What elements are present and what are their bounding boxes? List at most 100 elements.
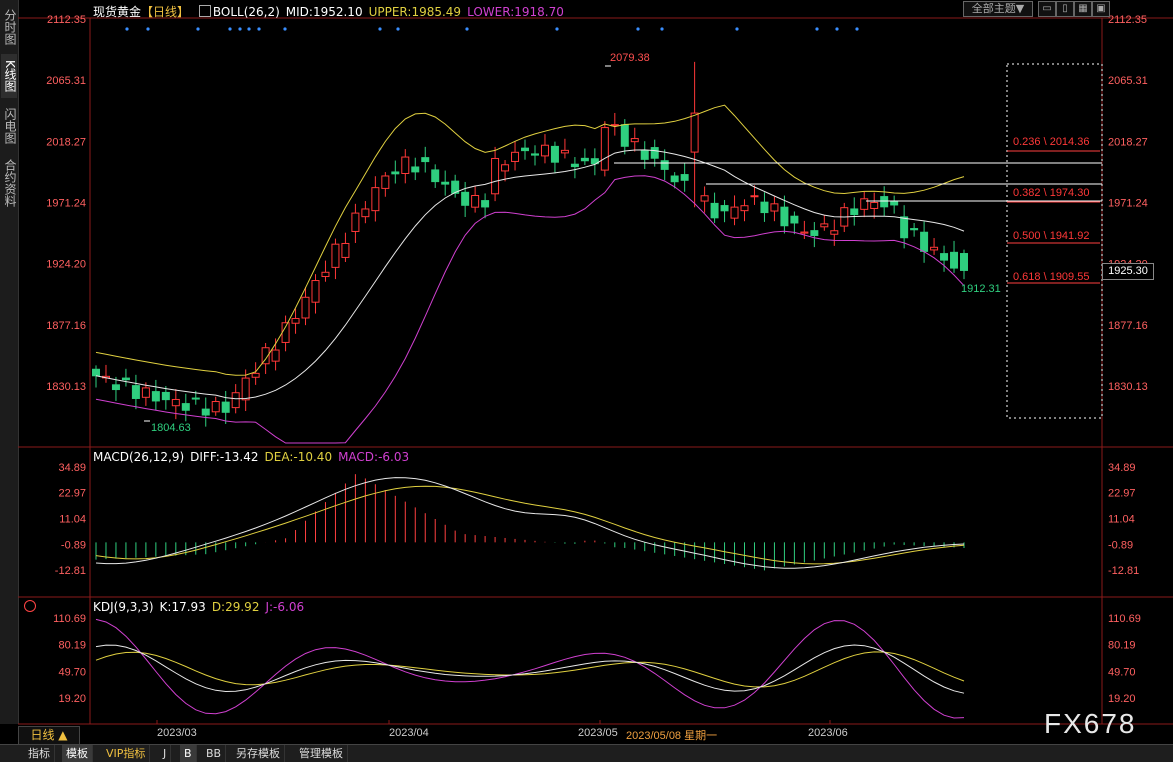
event-marker-dot <box>125 27 129 31</box>
candle-body <box>740 205 749 212</box>
chart-canvas[interactable]: 2112.35 2112.35 2065.31 2065.31 2018.27 2018.… <box>18 0 1173 744</box>
candle-body <box>131 385 140 399</box>
candle-body <box>820 223 829 228</box>
macd-diff: DIFF:-13.42 <box>190 450 259 464</box>
tab-indicators[interactable]: 指标 <box>24 745 55 762</box>
candle-body <box>211 401 220 413</box>
save-template-button[interactable]: 另存模板 <box>232 745 285 762</box>
theme-dropdown[interactable]: 全部主题▼ <box>963 1 1033 17</box>
kdj-axis-label: 49.70 <box>1108 666 1136 678</box>
tab-timeshare[interactable]: 分时图 <box>3 9 17 45</box>
candle-body <box>580 157 589 162</box>
event-marker-dot <box>555 27 559 31</box>
boll-mid: MID:1952.10 <box>285 5 363 19</box>
price-axis-label: 1971.24 <box>1108 198 1148 210</box>
candle-body <box>920 231 929 252</box>
kdj-axis-label: 19.20 <box>58 693 86 705</box>
candle-body <box>870 201 879 209</box>
tab-j[interactable]: J <box>159 745 172 762</box>
candle-body <box>880 196 889 208</box>
event-marker-dot <box>660 27 664 31</box>
tab-templates[interactable]: 模板 <box>62 745 93 762</box>
date-label: 2023/03 <box>157 727 197 739</box>
tab-b[interactable]: B <box>180 745 197 762</box>
date-label: 2023/04 <box>389 727 429 739</box>
candle-body <box>251 372 260 378</box>
tab-bb[interactable]: BB <box>202 745 227 762</box>
candle-body <box>511 151 520 162</box>
price-axis-label: 2018.27 <box>46 136 86 148</box>
fib-level-label: 0.618 \ 1909.55 <box>1013 271 1089 283</box>
candle-body <box>640 149 649 160</box>
price-axis-label: 2065.31 <box>46 75 86 87</box>
period-tag: 【日线】 <box>141 5 190 19</box>
event-marker-dot <box>735 27 739 31</box>
event-marker-dot <box>378 27 382 31</box>
kdj-j-line <box>95 618 965 719</box>
last-low-label: 1912.31 <box>961 283 1001 295</box>
event-marker-dot <box>257 27 261 31</box>
macd-axis-label: 22.97 <box>1108 488 1136 500</box>
event-marker-dot <box>855 27 859 31</box>
macd-axis-label: 11.04 <box>59 514 86 526</box>
candle-body <box>241 377 250 401</box>
manage-template-button[interactable]: 管理模板 <box>295 745 348 762</box>
tab-contract-info[interactable]: 合约资料 <box>3 159 17 207</box>
kdj-k-line <box>95 644 965 694</box>
macd-diff-line <box>95 477 965 569</box>
macd-axis-label: 34.89 <box>1108 462 1136 474</box>
restore-icon[interactable]: ▯ <box>1056 1 1074 17</box>
candle-body <box>191 397 200 400</box>
macd-label: MACD(26,12,9) <box>93 450 185 464</box>
period-selector[interactable]: 日线 ▲ <box>18 726 80 745</box>
candle-body <box>441 181 450 185</box>
candle-body <box>391 171 400 175</box>
candle-body <box>800 231 809 234</box>
candle-body <box>720 205 729 212</box>
candle-body <box>600 127 609 171</box>
macd-axis-label: -12.81 <box>55 565 86 577</box>
price-axis-label: 1877.16 <box>46 320 86 332</box>
candle-body <box>161 391 170 401</box>
high-price-label: 2079.38 <box>610 52 650 64</box>
date-label: 2023/06 <box>808 727 848 739</box>
fib-level-label: 0.236 \ 2014.36 <box>1013 136 1089 148</box>
candle-body <box>371 187 380 212</box>
boll-icon[interactable] <box>198 5 211 17</box>
grid-icon[interactable]: ▦ <box>1074 1 1092 17</box>
candle-body <box>540 144 549 157</box>
kdj-axis-label: 80.19 <box>1108 640 1136 652</box>
candle-body <box>121 377 130 381</box>
candle-body <box>930 246 939 251</box>
candle-body <box>960 253 968 271</box>
candle-body <box>331 243 340 268</box>
candle-body <box>301 296 310 319</box>
candle-body <box>550 145 559 163</box>
candle-body <box>650 147 659 159</box>
tab-vip-indicators[interactable]: VIP指标 <box>102 745 151 762</box>
candle-body <box>291 318 300 324</box>
date-label: 2023/05 <box>578 727 618 739</box>
close-icon[interactable]: ▣ <box>1092 1 1110 17</box>
candle-body <box>341 242 350 258</box>
bottom-toolbar: 指标 模板 VIP指标 J B BB 另存模板 管理模板 <box>0 744 1173 762</box>
boll-label: BOLL(26,2) <box>212 5 280 19</box>
minimize-icon[interactable]: ▭ <box>1038 1 1056 17</box>
candle-body <box>141 387 150 398</box>
kdj-d-line <box>95 651 965 688</box>
tab-flash-chart[interactable]: 闪电图 <box>3 108 17 144</box>
fib-level-label: 0.500 \ 1941.92 <box>1013 230 1089 242</box>
candle-body <box>261 347 270 365</box>
tab-kline[interactable]: K线图 <box>1 54 17 98</box>
price-axis-label: 1830.13 <box>1108 381 1148 393</box>
candle-body <box>311 280 320 303</box>
macd-axis-label: -0.89 <box>61 539 86 551</box>
kdj-title: KDJ(9,3,3) K:17.93 D:29.92 J:-6.06 <box>93 600 310 614</box>
candle-body <box>221 401 230 413</box>
settings-icon[interactable] <box>24 600 36 612</box>
kdj-d: D:29.92 <box>211 600 260 614</box>
candle-body <box>181 403 190 411</box>
candle-body <box>850 208 859 216</box>
candlestick-series <box>92 61 968 427</box>
candle-body <box>201 408 210 416</box>
